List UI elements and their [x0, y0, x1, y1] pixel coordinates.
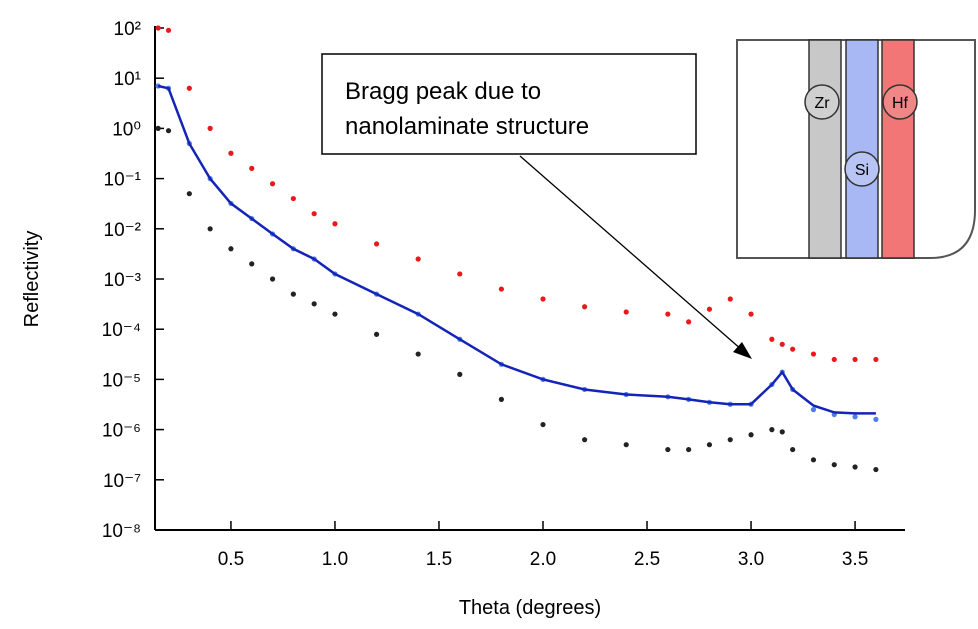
data-point — [748, 311, 754, 317]
arrow-head — [733, 342, 752, 359]
data-point — [769, 336, 775, 342]
data-point — [706, 442, 713, 448]
hf-layer — [881, 39, 915, 259]
x-tick-label: 0.5 — [218, 549, 244, 570]
data-point — [457, 271, 463, 277]
zr-layer — [808, 39, 842, 259]
si-marker — [844, 151, 880, 187]
data-point — [155, 25, 161, 31]
data-point — [852, 414, 858, 420]
annotation-text: nanolaminate structure — [345, 113, 589, 140]
data-point — [686, 319, 692, 325]
data-point — [779, 341, 785, 347]
x-tick-label: 1.0 — [322, 549, 348, 570]
y-tick-label: 10⁻⁶ — [102, 421, 141, 442]
x-tick-label: 3.5 — [842, 549, 868, 570]
data-point — [290, 195, 296, 202]
data-point — [810, 351, 817, 357]
data-point — [249, 261, 255, 267]
data-point — [769, 427, 775, 433]
data-point — [727, 296, 733, 302]
zr-marker — [804, 84, 840, 120]
y-tick-label: 10⁻¹ — [104, 170, 142, 191]
data-point — [540, 296, 546, 302]
data-point — [332, 221, 338, 227]
data-point — [311, 211, 317, 217]
data-point — [415, 351, 421, 357]
data-point — [186, 191, 192, 197]
inset-diagram: Zr Si Hf — [736, 39, 976, 259]
y-axis-label: Reflectivity — [21, 231, 43, 328]
y-tick-label: 10⁻³ — [104, 270, 142, 291]
data-point — [332, 311, 338, 317]
y-tick-label: 10⁻² — [104, 220, 142, 241]
data-point — [269, 181, 276, 187]
x-tick-label: 2.0 — [530, 549, 556, 570]
data-point — [165, 128, 172, 134]
data-point — [873, 466, 879, 473]
data-point — [290, 291, 296, 297]
data-point — [873, 356, 879, 363]
y-tick-label: 10⁻⁷ — [103, 471, 141, 492]
data-point — [269, 276, 276, 282]
data-point — [249, 165, 255, 171]
data-point — [810, 457, 817, 463]
data-point — [165, 27, 172, 33]
annotation-box — [321, 53, 697, 155]
annotation-text: Bragg peak due to — [345, 78, 541, 105]
data-point — [852, 356, 858, 363]
hf-marker — [882, 84, 918, 120]
data-point — [207, 226, 213, 232]
data-point — [727, 437, 733, 443]
y-tick-label: 10¹ — [114, 69, 141, 90]
data-point — [852, 464, 858, 470]
fit-line — [157, 84, 876, 415]
data-point — [706, 306, 713, 312]
annotation-arrow — [519, 155, 743, 351]
data-point — [415, 256, 421, 262]
inset-label: Zr — [814, 95, 830, 112]
x-tick-label: 3.0 — [738, 549, 764, 570]
data-point — [790, 346, 796, 352]
data-point — [155, 125, 161, 131]
data-point — [831, 356, 837, 363]
data-point — [831, 462, 837, 468]
data-point — [228, 246, 234, 252]
data-point — [373, 241, 380, 247]
inset-label: Si — [855, 162, 869, 179]
data-point — [779, 429, 785, 435]
data-point — [498, 396, 504, 402]
data-point — [186, 85, 192, 91]
data-point — [582, 304, 588, 310]
data-point — [311, 301, 317, 307]
data-point — [790, 446, 796, 453]
data-point — [810, 407, 817, 413]
data-point — [540, 421, 546, 428]
si-layer — [845, 39, 879, 259]
inset-label: Hf — [892, 95, 909, 112]
y-tick-label: 10⁻⁸ — [102, 521, 141, 542]
y-tick-label: 10⁻⁵ — [102, 370, 141, 391]
x-tick-label: 1.5 — [426, 549, 452, 570]
y-tick-label: 10⁰ — [112, 119, 141, 140]
data-point — [686, 446, 692, 453]
x-axis-label: Theta (degrees) — [459, 597, 601, 619]
y-tick-label: 10⁻⁴ — [102, 320, 141, 341]
data-point — [498, 286, 504, 292]
data-point — [582, 437, 588, 443]
data-point — [748, 432, 754, 438]
data-point — [665, 311, 671, 317]
data-point — [228, 150, 234, 156]
data-point — [623, 442, 629, 448]
data-point — [873, 416, 879, 422]
data-point — [373, 331, 380, 337]
data-point — [457, 371, 463, 377]
x-tick-label: 2.5 — [634, 549, 660, 570]
data-point — [665, 446, 671, 453]
data-point — [207, 125, 213, 131]
data-point — [623, 309, 629, 315]
y-tick-label: 10² — [114, 19, 141, 40]
